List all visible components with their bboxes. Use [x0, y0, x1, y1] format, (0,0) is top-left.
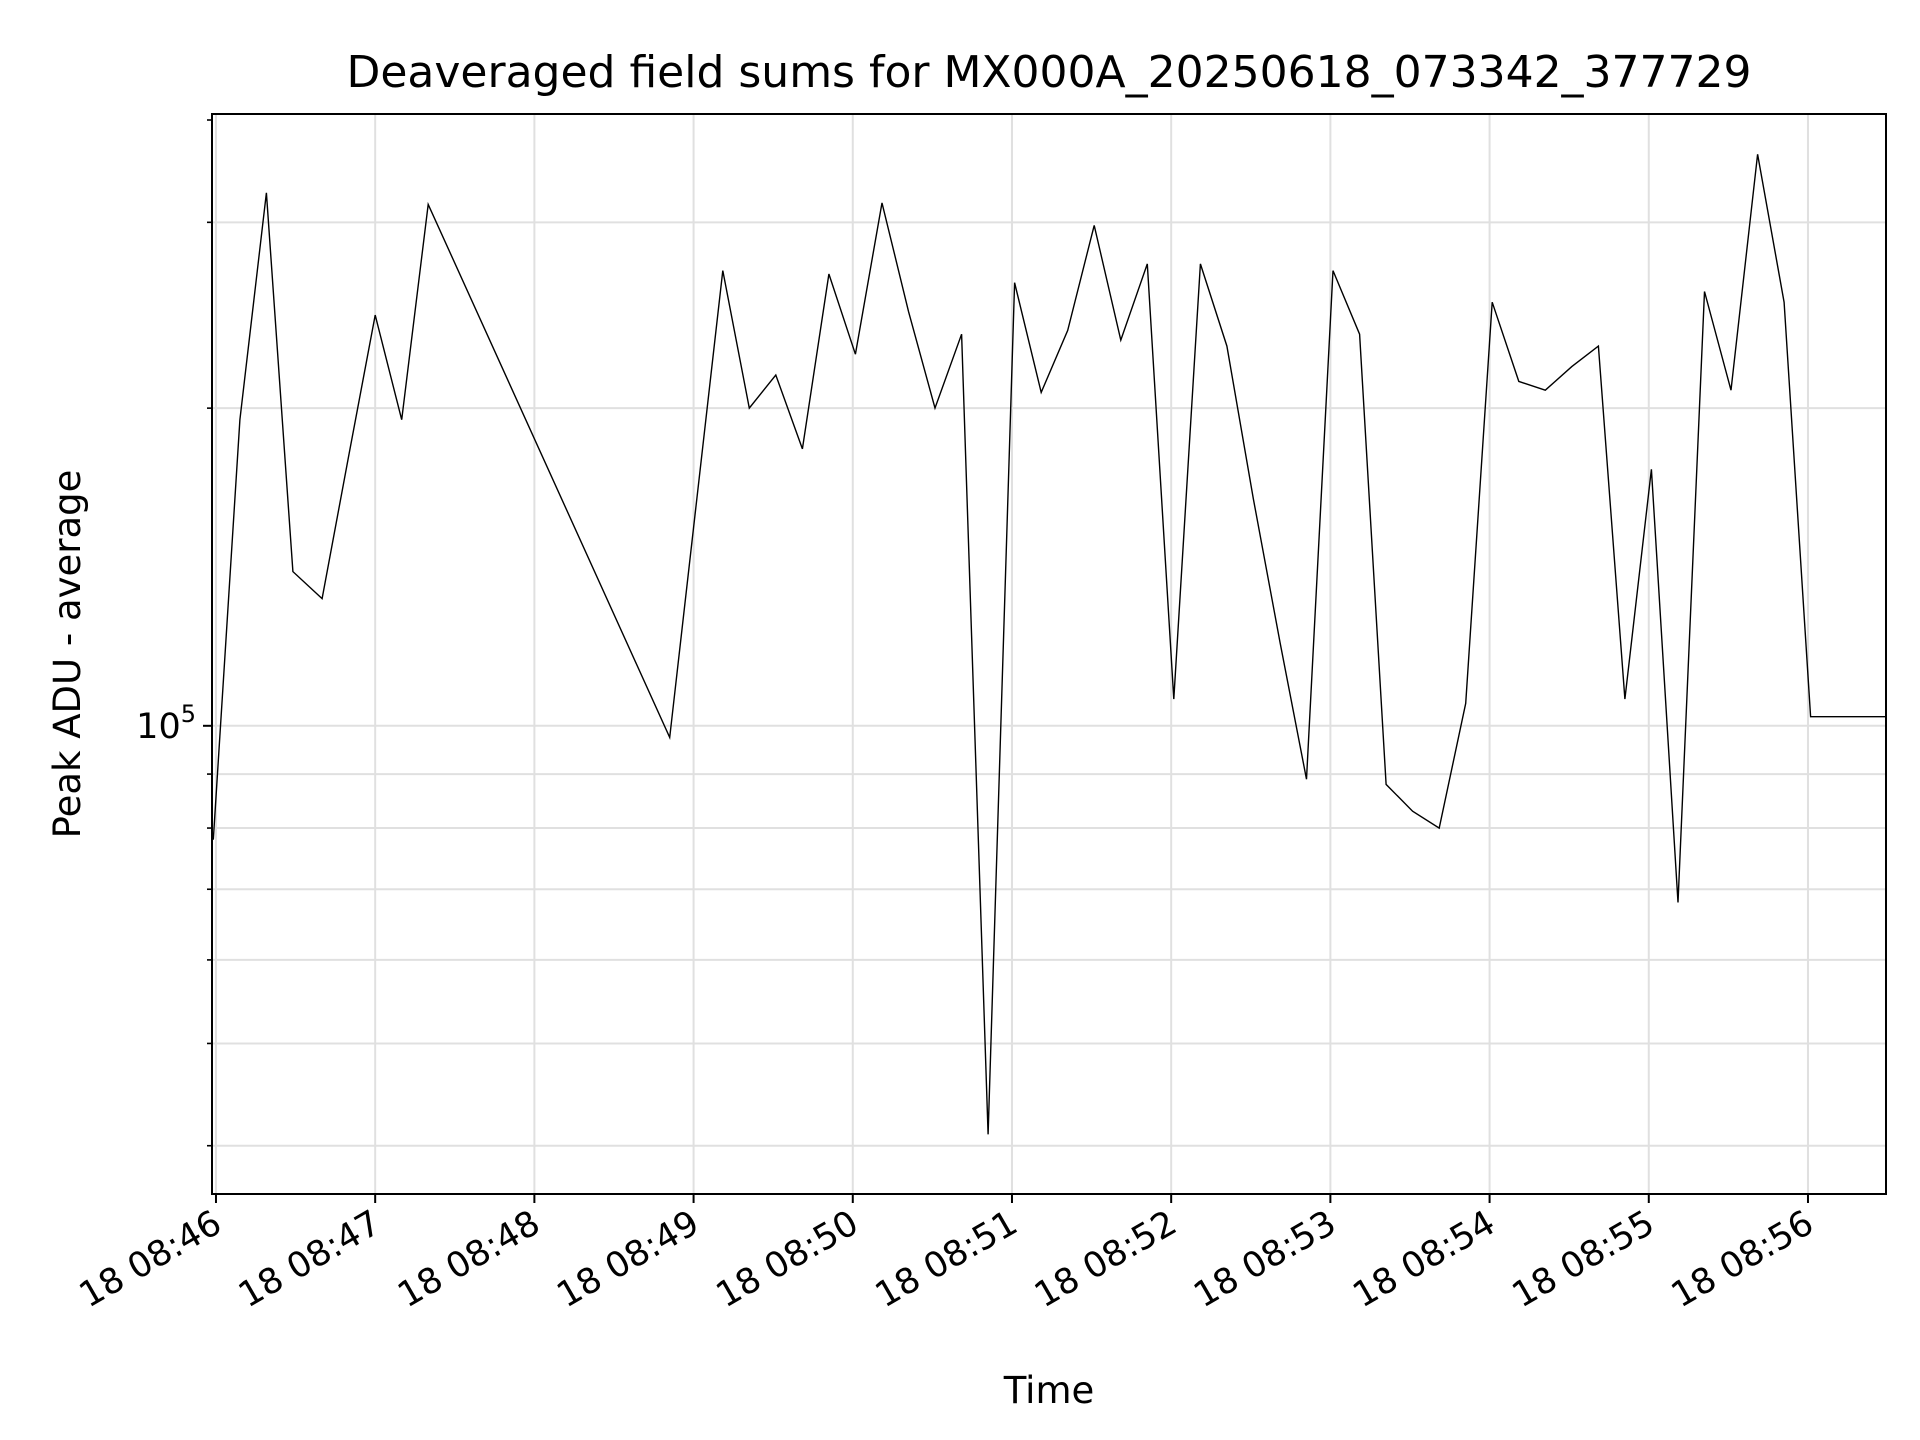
- grid: [212, 114, 1886, 1194]
- chart-title: Deaveraged field sums for MX000A_2025061…: [346, 47, 1751, 98]
- plot-area-frame: [211, 113, 1887, 1195]
- y-axis-label: Peak ADU - average: [46, 470, 89, 839]
- y-tick-label: 105: [136, 700, 196, 747]
- series-line: [212, 154, 1886, 1135]
- x-axis-label: Time: [1003, 1369, 1095, 1412]
- series-layer: [212, 154, 1886, 1135]
